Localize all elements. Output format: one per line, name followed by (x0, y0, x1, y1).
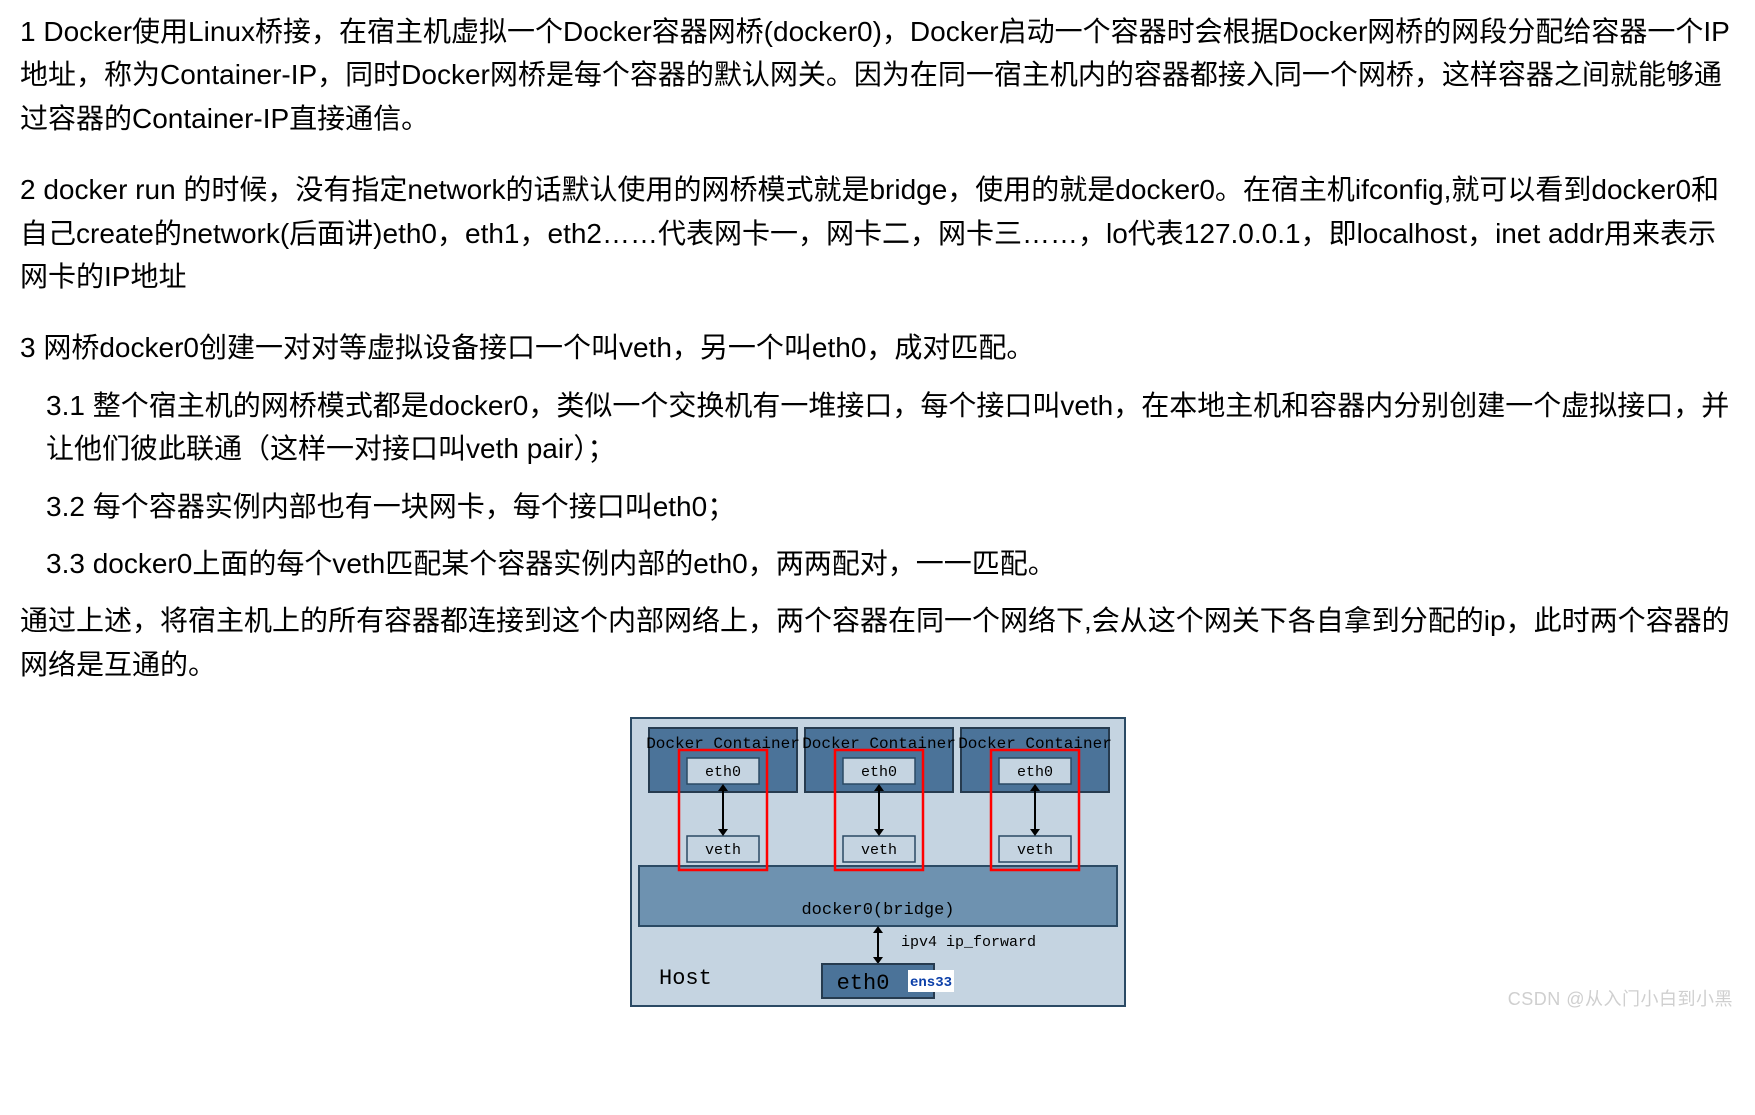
svg-text:docker0(bridge): docker0(bridge) (801, 901, 954, 920)
svg-text:eth0: eth0 (1016, 764, 1052, 781)
paragraph-3: 3 网桥docker0创建一对对等虚拟设备接口一个叫veth，另一个叫eth0，… (20, 326, 1735, 369)
sub-3-2: 3.2 每个容器实例内部也有一块网卡，每个接口叫eth0； (20, 485, 1735, 528)
svg-text:ipv4 ip_forward: ipv4 ip_forward (901, 934, 1036, 951)
paragraph-4: 通过上述，将宿主机上的所有容器都连接到这个内部网络上，两个容器在同一个网络下,会… (20, 599, 1735, 686)
svg-text:ens33: ens33 (909, 975, 951, 991)
svg-text:eth0: eth0 (860, 764, 896, 781)
diagram-container: Docker Containereth0vethDocker Container… (20, 714, 1735, 1010)
svg-text:eth0: eth0 (704, 764, 740, 781)
svg-text:eth0: eth0 (836, 971, 889, 996)
svg-text:veth: veth (704, 842, 740, 859)
watermark: CSDN @从入门小白到小黑 (1508, 986, 1733, 1014)
svg-text:veth: veth (860, 842, 896, 859)
docker-network-diagram: Docker Containereth0vethDocker Container… (627, 714, 1129, 1010)
paragraph-1: 1 Docker使用Linux桥接，在宿主机虚拟一个Docker容器网桥(doc… (20, 10, 1735, 140)
paragraph-2: 2 docker run 的时候，没有指定network的话默认使用的网桥模式就… (20, 168, 1735, 298)
sub-3-1: 3.1 整个宿主机的网桥模式都是docker0，类似一个交换机有一堆接口，每个接… (20, 384, 1735, 471)
svg-text:Host: Host (659, 966, 712, 991)
sub-3-3: 3.3 docker0上面的每个veth匹配某个容器实例内部的eth0，两两配对… (20, 542, 1735, 585)
svg-text:veth: veth (1016, 842, 1052, 859)
